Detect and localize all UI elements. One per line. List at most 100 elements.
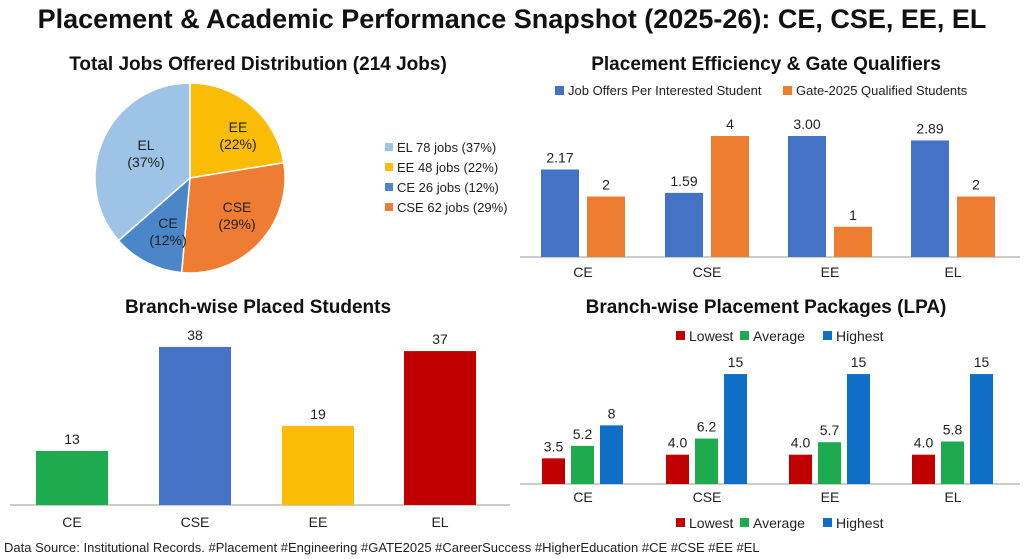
bar-value-label: 4 bbox=[726, 116, 734, 132]
pie-slice-ce bbox=[117, 176, 191, 274]
legend-swatch bbox=[740, 518, 749, 527]
bar-value-label: 8 bbox=[608, 405, 616, 421]
bar-cse-1 bbox=[711, 136, 749, 257]
legend-swatch bbox=[676, 518, 685, 527]
bar-ee-lowest bbox=[789, 454, 812, 484]
legend-label: Highest bbox=[836, 515, 884, 531]
bar-ce-0 bbox=[541, 169, 579, 257]
bar-value-label: 13 bbox=[64, 431, 80, 447]
bar-value-label: 15 bbox=[974, 354, 990, 370]
bar-value-label: 4.0 bbox=[914, 435, 934, 451]
x-tick-label: EL bbox=[431, 514, 448, 530]
packages-title: Branch-wise Placement Packages (LPA) bbox=[586, 297, 947, 318]
pie-slice-pct: (22%) bbox=[219, 136, 256, 152]
bar-value-label: 5.2 bbox=[573, 426, 593, 442]
bar-value-label: 2.17 bbox=[546, 149, 573, 165]
bar-value-label: 38 bbox=[187, 327, 203, 343]
pie-slice-pct: (12%) bbox=[149, 232, 186, 248]
bar-ce-lowest bbox=[542, 458, 565, 484]
legend-swatch bbox=[823, 331, 832, 340]
bar-el-average bbox=[941, 441, 964, 484]
legend-label: CE 26 jobs (12%) bbox=[397, 180, 499, 195]
bar-el-lowest bbox=[912, 454, 935, 484]
efficiency-title: Placement Efficiency & Gate Qualifiers bbox=[591, 54, 941, 75]
x-tick-label: CE bbox=[62, 514, 81, 530]
x-tick-label: EL bbox=[944, 264, 961, 280]
x-tick-label: EE bbox=[821, 264, 840, 280]
x-tick-label: CSE bbox=[693, 489, 722, 505]
legend-swatch bbox=[385, 163, 393, 171]
pie-title: Total Jobs Offered Distribution (214 Job… bbox=[69, 54, 447, 75]
pie-slice-el bbox=[94, 82, 191, 242]
x-tick-label: CE bbox=[573, 264, 592, 280]
x-tick-label: EE bbox=[309, 514, 328, 530]
legend-swatch bbox=[740, 331, 749, 340]
bar-value-label: 37 bbox=[432, 331, 448, 347]
pie-slice-cse bbox=[180, 161, 286, 274]
x-tick-label: CSE bbox=[693, 264, 722, 280]
legend-swatch bbox=[783, 86, 792, 95]
legend-label: Average bbox=[753, 515, 805, 531]
bar-ee-0 bbox=[788, 136, 826, 257]
bar-value-label: 2.89 bbox=[916, 120, 943, 136]
footer-source: Data Source: Institutional Records. #Pla… bbox=[4, 540, 760, 555]
pie-slice-label: EE bbox=[229, 119, 248, 135]
bar-value-label: 4.0 bbox=[668, 435, 688, 451]
x-tick-label: CE bbox=[573, 489, 592, 505]
bar-ee-highest bbox=[847, 374, 870, 484]
bar-cse-lowest bbox=[666, 454, 689, 484]
legend-swatch bbox=[385, 183, 393, 191]
bar-cse-0 bbox=[665, 192, 703, 257]
legend-swatch bbox=[385, 143, 393, 151]
placed-title: Branch-wise Placed Students bbox=[125, 297, 391, 318]
bar-value-label: 4.0 bbox=[791, 435, 811, 451]
bar-value-label: 3.5 bbox=[544, 438, 564, 454]
bar-ee bbox=[282, 425, 354, 505]
legend-label: Gate-2025 Qualified Students bbox=[796, 83, 968, 98]
bar-value-label: 3.00 bbox=[793, 116, 820, 132]
bar-value-label: 2 bbox=[972, 177, 980, 193]
pie-slice-label: CE bbox=[158, 215, 177, 231]
legend-swatch bbox=[385, 203, 393, 211]
bar-value-label: 15 bbox=[851, 354, 867, 370]
bar-value-label: 15 bbox=[728, 354, 744, 370]
legend-label: Highest bbox=[836, 328, 884, 344]
x-tick-label: EL bbox=[944, 489, 961, 505]
bar-value-label: 1.59 bbox=[670, 173, 697, 189]
bar-el-0 bbox=[911, 140, 949, 257]
legend-label: Lowest bbox=[689, 328, 733, 344]
bar-cse bbox=[159, 346, 231, 505]
legend-label: Average bbox=[753, 328, 805, 344]
bar-value-label: 5.8 bbox=[943, 421, 963, 437]
bar-ce bbox=[36, 450, 108, 505]
legend-label: EE 48 jobs (22%) bbox=[397, 160, 498, 175]
bar-ce-average bbox=[571, 445, 594, 484]
legend-label: Job Offers Per Interested Student bbox=[568, 83, 762, 98]
main-title: Placement & Academic Performance Snapsho… bbox=[37, 4, 987, 34]
legend-swatch bbox=[555, 86, 564, 95]
x-tick-label: EE bbox=[821, 489, 840, 505]
x-tick-label: CSE bbox=[181, 514, 210, 530]
bar-cse-average bbox=[695, 438, 718, 484]
pie-slice-label: CSE bbox=[223, 199, 252, 215]
bar-el bbox=[404, 351, 476, 505]
legend-label: EL 78 jobs (37%) bbox=[397, 140, 496, 155]
pie-slice-ee bbox=[189, 82, 285, 179]
bar-cse-highest bbox=[724, 374, 747, 484]
legend-label: CSE 62 jobs (29%) bbox=[397, 200, 508, 215]
bar-value-label: 19 bbox=[310, 406, 326, 422]
pie-slice-label: EL bbox=[137, 137, 154, 153]
bar-ee-1 bbox=[834, 226, 872, 257]
pie-slice-pct: (29%) bbox=[218, 216, 255, 232]
bar-ce-1 bbox=[587, 196, 625, 257]
legend-label: Lowest bbox=[689, 515, 733, 531]
bar-el-highest bbox=[970, 374, 993, 484]
bar-value-label: 2 bbox=[602, 177, 610, 193]
bar-value-label: 1 bbox=[849, 207, 857, 223]
bar-value-label: 5.7 bbox=[820, 422, 840, 438]
bar-value-label: 6.2 bbox=[697, 419, 717, 435]
bar-ee-average bbox=[818, 442, 841, 484]
pie-slice-pct: (37%) bbox=[127, 154, 164, 170]
bar-ce-highest bbox=[600, 425, 623, 484]
